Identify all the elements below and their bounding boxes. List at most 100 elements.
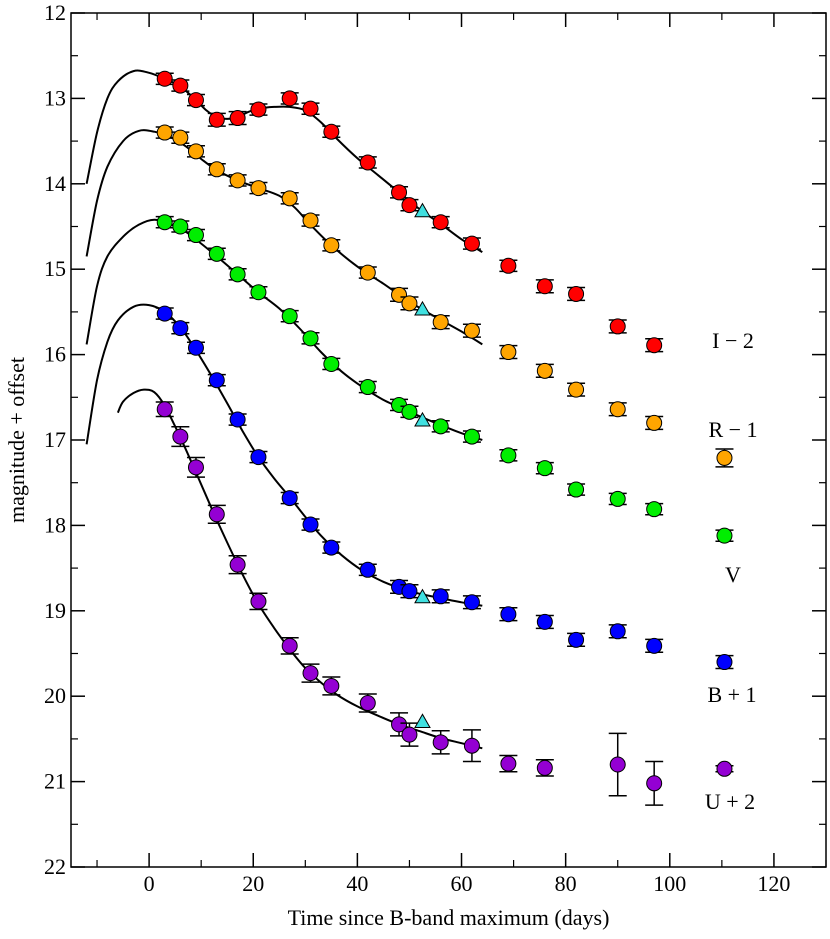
x-axis-title: Time since B-band maximum (days) xyxy=(288,905,610,930)
data-marker xyxy=(716,449,733,466)
data-marker xyxy=(536,759,553,776)
data-marker xyxy=(156,70,173,87)
data-marker xyxy=(208,506,225,523)
data-marker xyxy=(646,501,663,518)
data-marker xyxy=(250,180,267,197)
data-marker xyxy=(229,411,246,428)
data-point-r-1 xyxy=(567,381,586,398)
data-point-r-1 xyxy=(249,180,268,197)
data-point-u-2 xyxy=(249,592,268,611)
data-marker xyxy=(609,318,626,335)
x-tick-label: 120 xyxy=(757,871,790,896)
data-point-b-1 xyxy=(715,654,734,671)
data-marker xyxy=(187,227,204,244)
data-point-u-2 xyxy=(207,504,226,525)
y-tick-label: 14 xyxy=(44,171,66,196)
data-marker xyxy=(568,285,585,302)
data-marker xyxy=(609,490,626,507)
data-marker xyxy=(716,527,733,544)
data-marker xyxy=(208,245,225,262)
data-point-u-2 xyxy=(499,754,518,773)
triangle-point xyxy=(414,411,431,427)
data-marker xyxy=(432,734,449,751)
data-marker xyxy=(391,184,408,201)
data-marker xyxy=(359,379,376,396)
data-point-b-1 xyxy=(171,320,190,337)
data-point-i-2 xyxy=(431,214,450,231)
data-marker xyxy=(568,381,585,398)
data-point-i-2 xyxy=(228,110,247,127)
data-marker xyxy=(156,124,173,141)
data-point-i-2 xyxy=(645,337,664,354)
data-point-r-1 xyxy=(431,314,450,331)
data-point-u-2 xyxy=(400,722,419,747)
data-marker xyxy=(401,295,418,312)
data-marker xyxy=(609,756,626,773)
y-tick-label: 19 xyxy=(44,598,66,623)
data-marker xyxy=(281,308,298,325)
data-point-b-1 xyxy=(228,411,247,428)
data-marker xyxy=(463,322,480,339)
data-point-v xyxy=(462,428,481,445)
data-marker xyxy=(187,459,204,476)
data-point-i-2 xyxy=(280,90,299,107)
data-point-u-2 xyxy=(171,426,190,448)
data-point-i-2 xyxy=(567,285,586,302)
data-point-b-1 xyxy=(645,637,664,654)
triangle-point xyxy=(414,588,431,604)
data-marker xyxy=(401,726,418,743)
data-point-r-1 xyxy=(228,172,247,189)
data-point-r-1 xyxy=(322,237,341,254)
data-point-r-1 xyxy=(301,212,320,229)
data-point-u-2 xyxy=(608,732,627,797)
data-marker xyxy=(463,428,480,445)
data-point-v xyxy=(207,245,226,262)
data-point-r-1 xyxy=(645,414,664,431)
data-marker xyxy=(281,490,298,507)
data-marker xyxy=(359,264,376,281)
data-point-u-2 xyxy=(535,759,554,777)
data-point-u-2 xyxy=(186,456,205,478)
data-marker xyxy=(172,77,189,94)
data-point-u-2 xyxy=(228,554,247,575)
legend-label-u-2: U + 2 xyxy=(705,789,755,814)
data-marker xyxy=(302,100,319,117)
x-tick-label: 40 xyxy=(346,871,368,896)
legend-label-r-1: R − 1 xyxy=(708,417,757,442)
data-point-i-2 xyxy=(390,184,409,201)
data-point-v xyxy=(567,481,586,498)
data-point-r-1 xyxy=(400,295,419,312)
data-marker xyxy=(432,314,449,331)
data-point-v xyxy=(499,447,518,464)
data-point-b-1 xyxy=(280,490,299,507)
data-point-u-2 xyxy=(645,760,664,806)
data-point-i-2 xyxy=(400,197,419,214)
data-marker xyxy=(646,414,663,431)
data-point-v xyxy=(608,490,627,507)
y-tick-label: 18 xyxy=(44,512,66,537)
data-marker xyxy=(568,481,585,498)
data-marker xyxy=(500,755,517,772)
data-point-r-1 xyxy=(186,143,205,160)
data-point-i-2 xyxy=(358,154,377,171)
data-point-u-2 xyxy=(155,401,174,418)
data-point-b-1 xyxy=(301,516,320,533)
y-tick-label: 13 xyxy=(44,85,66,110)
data-marker xyxy=(432,588,449,605)
legend-label-i-2: I − 2 xyxy=(712,328,754,353)
model-curve-b-1 xyxy=(85,303,483,607)
data-marker xyxy=(156,401,173,418)
data-point-v xyxy=(358,379,377,396)
legend-label-v: V xyxy=(725,562,741,587)
data-point-v xyxy=(645,501,664,518)
data-point-v xyxy=(715,527,734,544)
data-marker xyxy=(302,212,319,229)
data-point-i-2 xyxy=(186,92,205,109)
data-point-b-1 xyxy=(462,594,481,611)
x-tick-label: 0 xyxy=(144,871,155,896)
data-point-i-2 xyxy=(171,77,190,94)
triangle-point xyxy=(414,300,431,316)
data-marker xyxy=(359,695,376,712)
data-marker xyxy=(536,278,553,295)
data-point-i-2 xyxy=(322,123,341,140)
